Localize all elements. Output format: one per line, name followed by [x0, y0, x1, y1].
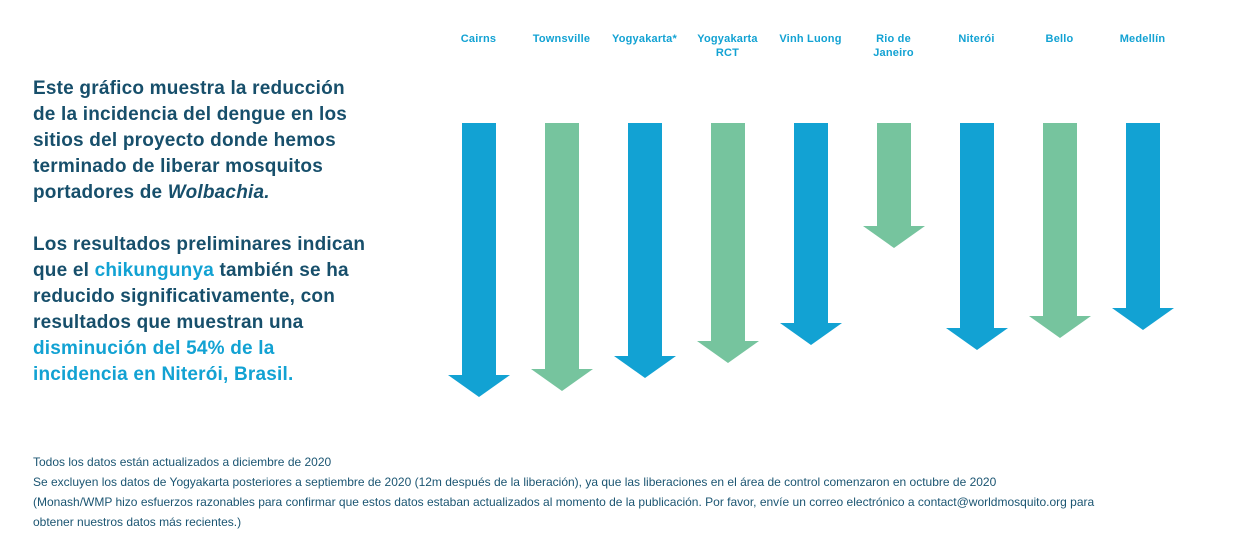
text-segment: portadores de	[33, 182, 168, 203]
text-line: que el chikungunya también se ha	[33, 258, 365, 284]
down-arrow-icon	[1028, 123, 1091, 338]
column-label: Vinh Luong	[779, 33, 842, 45]
down-arrow-icon	[945, 123, 1008, 350]
footnote-line: obtener nuestros datos más recientes.)	[33, 515, 242, 529]
column-label: Medellín	[1119, 33, 1166, 45]
text-line: resultados que muestran una	[33, 312, 304, 333]
down-arrow-icon	[779, 123, 842, 345]
arrow-head	[1111, 308, 1174, 330]
down-arrow-icon	[447, 123, 510, 397]
intro-text: Este gráfico muestra la reducción de la …	[33, 76, 365, 388]
chart-column: Yogyakarta RCT	[686, 30, 769, 397]
arrow-shaft	[1125, 123, 1160, 308]
footnotes: Todos los datos están actualizados a dic…	[33, 452, 1094, 532]
arrow-shaft	[1042, 123, 1077, 316]
text-line: Este gráfico muestra la reducción	[33, 78, 345, 99]
chart-column: Niterói	[935, 30, 1018, 397]
down-arrow-icon	[613, 123, 676, 378]
text-line: de la incidencia del dengue en los	[33, 104, 348, 125]
chart-column: Rio de Janeiro	[852, 30, 935, 397]
arrow-shaft	[959, 123, 994, 328]
column-label: Townsville	[532, 33, 591, 45]
chart-column: Townsville	[520, 30, 603, 397]
arrow-shaft	[627, 123, 662, 356]
footnote-line: Se excluyen los datos de Yogyakarta post…	[33, 475, 997, 489]
reduction-54-highlight: disminución del 54% de la	[33, 338, 275, 359]
down-arrow-icon	[530, 123, 593, 391]
wolbachia-italic-text: Wolbachia.	[167, 182, 270, 203]
chart-column: Medellín	[1101, 30, 1184, 397]
column-label: Yogyakarta RCT	[697, 33, 758, 59]
arrow-head	[1028, 316, 1091, 338]
chart-column: Yogyakarta*	[603, 30, 686, 397]
chikungunya-highlight: chikungunya	[94, 260, 214, 281]
arrow-shaft	[461, 123, 496, 375]
footnote-line: Todos los datos están actualizados a dic…	[33, 455, 332, 469]
column-label: Rio de Janeiro	[873, 33, 914, 59]
chart: Cairns Townsville Yogyakarta* Yogyakarta RCT…	[437, 30, 1184, 397]
column-label: Niterói	[958, 33, 995, 45]
arrow-shaft	[544, 123, 579, 369]
intro-paragraph-1: Este gráfico muestra la reducción de la …	[33, 76, 365, 206]
column-label: Yogyakarta*	[612, 33, 677, 45]
text-line: Los resultados preliminares indican	[33, 234, 366, 255]
text-line: portadores de Wolbachia.	[33, 180, 365, 206]
text-segment: que el	[33, 260, 95, 281]
down-arrow-icon	[696, 123, 759, 363]
text-segment: también se ha	[213, 260, 349, 281]
text-line: terminado de liberar mosquitos	[33, 156, 323, 177]
arrow-shaft	[710, 123, 745, 341]
intro-paragraph-2: Los resultados preliminares indican que …	[33, 232, 365, 388]
text-line: reducido significativamente, con	[33, 286, 336, 307]
arrow-head	[530, 369, 593, 391]
arrow-head	[613, 356, 676, 378]
arrow-head	[447, 375, 510, 397]
arrow-head	[945, 328, 1008, 350]
chart-column: Vinh Luong	[769, 30, 852, 397]
text-line: sitios del proyecto donde hemos	[33, 130, 336, 151]
arrow-shaft	[876, 123, 911, 226]
column-label: Bello	[1045, 33, 1074, 45]
arrow-shaft	[793, 123, 828, 323]
column-label: Cairns	[460, 33, 497, 45]
down-arrow-icon	[862, 123, 925, 248]
footnote-line: (Monash/WMP hizo esfuerzos razonables pa…	[33, 495, 1095, 509]
arrow-head	[696, 341, 759, 363]
arrow-head	[862, 226, 925, 248]
chart-column: Bello	[1018, 30, 1101, 397]
niteroi-highlight: incidencia en Niterói, Brasil.	[33, 364, 294, 385]
arrow-head	[779, 323, 842, 345]
down-arrow-icon	[1111, 123, 1174, 330]
chart-column: Cairns	[437, 30, 520, 397]
chart-columns: Cairns Townsville Yogyakarta* Yogyakarta RCT…	[437, 30, 1184, 397]
